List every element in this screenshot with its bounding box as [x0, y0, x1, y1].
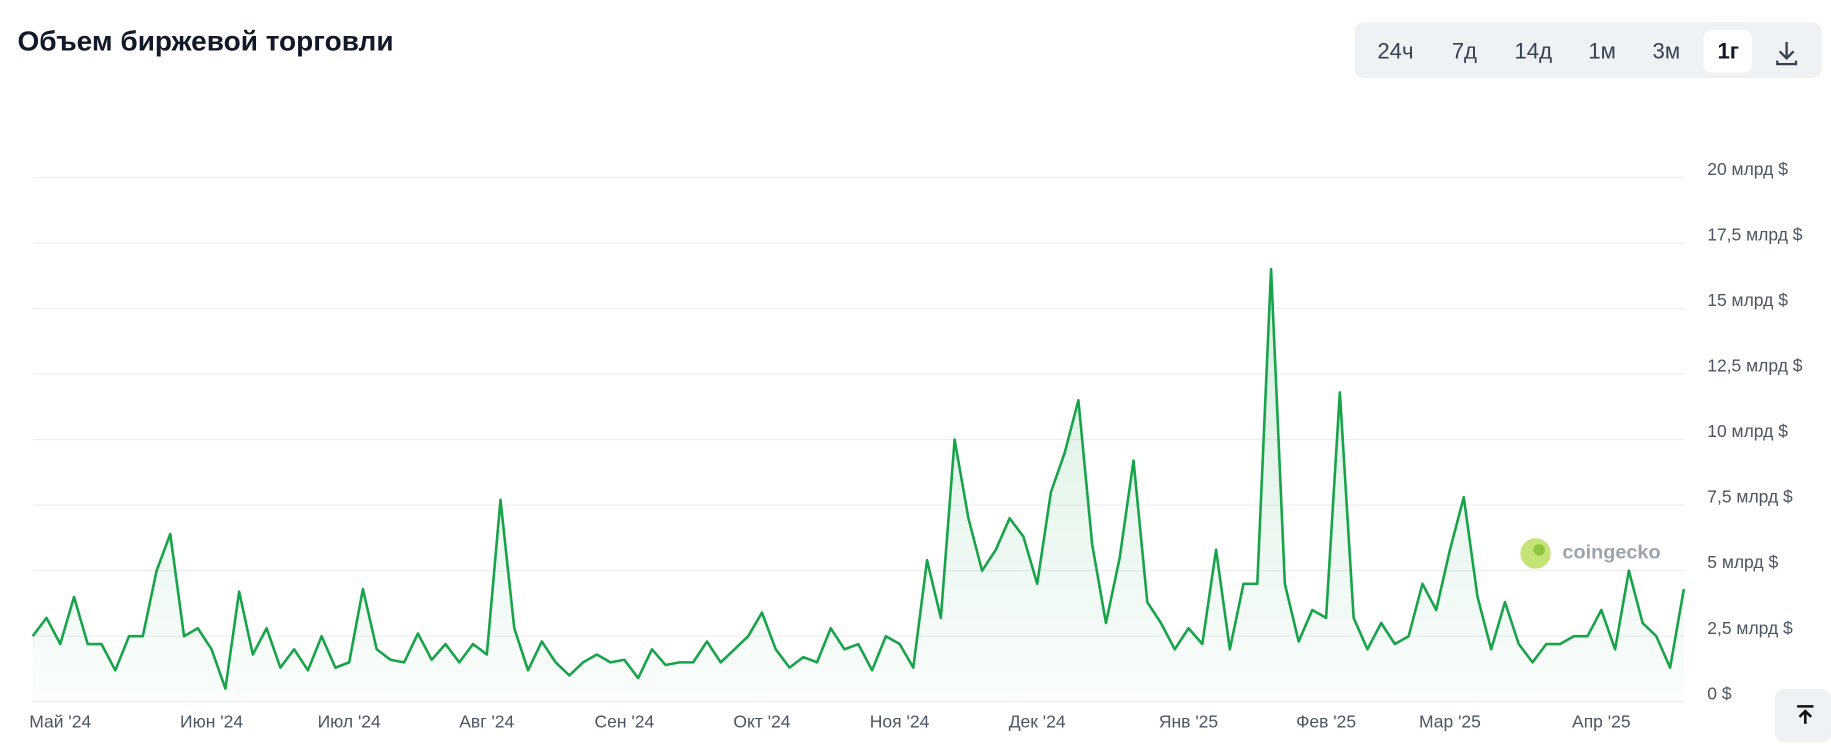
range-button[interactable]: 1г: [1717, 38, 1739, 63]
download-button[interactable]: [1776, 41, 1798, 66]
x-tick-label: Фев '25: [1296, 711, 1356, 731]
range-button[interactable]: 3м: [1653, 38, 1681, 63]
y-tick-label: 20 млрд $: [1707, 159, 1788, 179]
range-button[interactable]: 7д: [1452, 38, 1477, 63]
x-tick-label: Июл '24: [318, 711, 381, 731]
active-range-bg: [1703, 30, 1752, 73]
y-tick-label: 7,5 млрд $: [1707, 487, 1793, 507]
range-button[interactable]: 24ч: [1377, 38, 1413, 63]
line: [31, 267, 1686, 690]
x-tick-label: Янв '25: [1159, 711, 1218, 731]
x-tick-label: Дек '24: [1009, 711, 1066, 731]
y-tick-label: 0 $: [1707, 683, 1732, 703]
x-tick-label: Апр '25: [1572, 711, 1631, 731]
x-tick-label: Авг '24: [459, 711, 514, 731]
range-button[interactable]: 14д: [1514, 38, 1552, 63]
x-tick-label: Мар '25: [1419, 711, 1481, 731]
y-tick-label: 5 млрд $: [1707, 552, 1778, 572]
chart-title: Объем биржевой торговли: [18, 26, 394, 57]
watermark: coingecko: [1562, 542, 1660, 564]
x-tick-label: Июн '24: [180, 711, 243, 731]
download-icon: [1776, 41, 1798, 66]
scroll-top-icon: [1797, 705, 1814, 724]
x-tick-label: Ноя '24: [870, 711, 930, 731]
x-tick-label: Май '24: [29, 711, 91, 731]
y-tick-label: 2,5 млрд $: [1707, 618, 1793, 638]
area: [32, 269, 1684, 702]
plot: 0 $ 2,5 млрд $ 5 млрд $ 7,5 млрд $ 10 млрд $…: [29, 159, 1803, 731]
y-tick-label: 17,5 млрд $: [1707, 225, 1803, 245]
range-button[interactable]: 1м: [1588, 38, 1616, 63]
x-tick-label: Сен '24: [595, 711, 655, 731]
x-tick-label: Окт '24: [733, 711, 790, 731]
watermark-logo-eye: [1533, 544, 1545, 556]
y-tick-label: 10 млрд $: [1707, 421, 1788, 441]
y-tick-label: 15 млрд $: [1707, 290, 1788, 310]
scroll-top-button[interactable]: [1774, 688, 1831, 743]
y-tick-label: 12,5 млрд $: [1707, 356, 1803, 376]
